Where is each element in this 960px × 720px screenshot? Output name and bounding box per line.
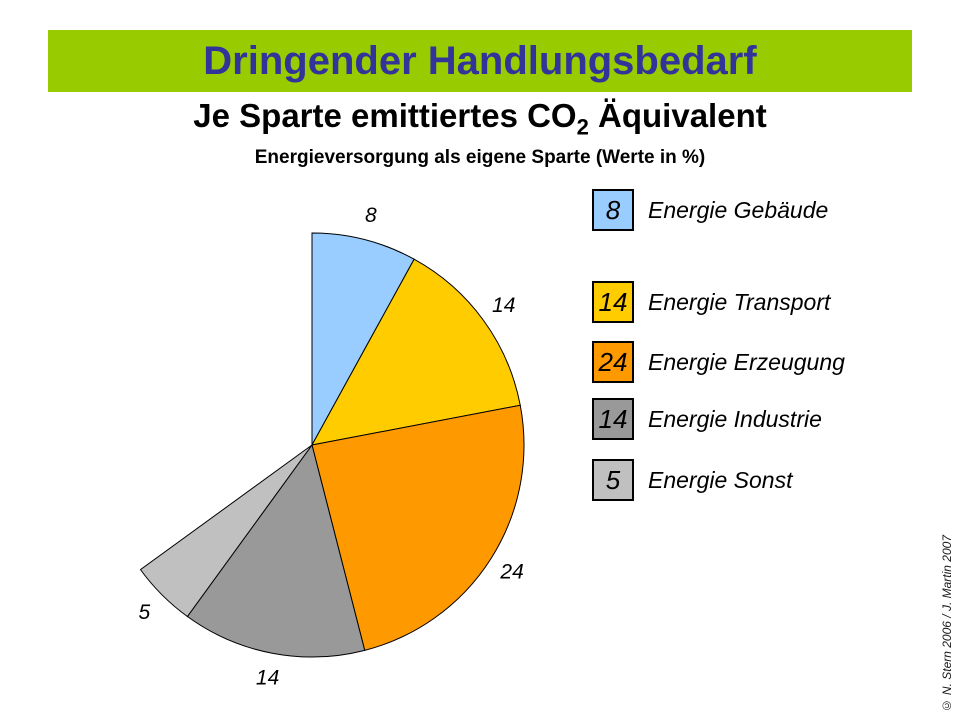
- pie-slice-value-energie-sonst: 5: [139, 601, 151, 624]
- chart-title: Je Sparte emittiertes CO2 Äquivalent: [0, 97, 960, 138]
- pie-slice-energie-industrie: [186, 443, 366, 658]
- pie-slice-energie-transport: [311, 258, 521, 446]
- pie-slice-energie-gebäude: [311, 232, 415, 446]
- pie-slice-energie-sonst: [139, 444, 313, 618]
- chart-subtitle: Energieversorgung als eigene Sparte (Wer…: [254, 147, 706, 168]
- chart-title-text: Je Sparte emittiertes CO: [193, 97, 577, 134]
- pie-slice-energie-erzeugung: [311, 404, 525, 651]
- pie-slice-value-energie-gebäude: 8: [365, 204, 377, 227]
- copyright-note: © N. Stern 2006 / J. Martin 2007: [940, 534, 954, 712]
- title-banner: Dringender Handlungsbedarf: [48, 30, 912, 92]
- pie-slice-value-energie-industrie: 14: [256, 666, 279, 689]
- pie-slice-value-energie-erzeugung: 24: [499, 561, 523, 584]
- page-title: Dringender Handlungsbedarf: [203, 38, 757, 83]
- pie-slice-value-energie-transport: 14: [492, 294, 515, 317]
- chart-title-subscript: 2: [576, 114, 589, 140]
- chart-title-suffix: Äquivalent: [588, 97, 767, 134]
